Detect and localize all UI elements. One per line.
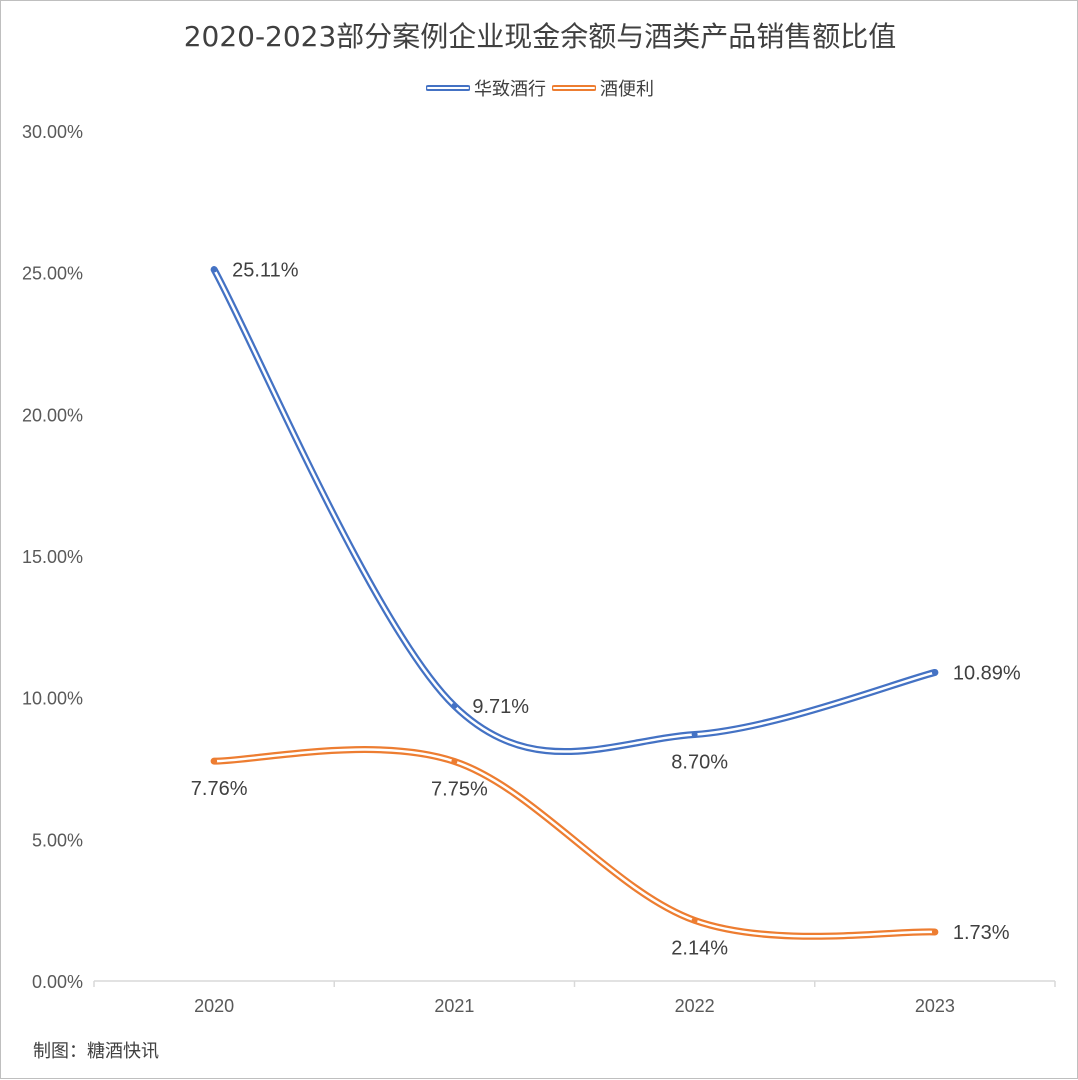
legend-label-jiubianli: 酒便利 bbox=[600, 79, 654, 100]
x-tick-label: 2020 bbox=[194, 996, 234, 1016]
y-tick-label: 0.00% bbox=[32, 972, 83, 992]
legend-item-jiubianli: 酒便利 bbox=[552, 75, 654, 101]
legend-swatch-huazhi bbox=[426, 85, 470, 91]
data-point bbox=[211, 758, 218, 765]
x-tick-label: 2021 bbox=[434, 996, 474, 1016]
chart-title: 2020-2023部分案例企业现金余额与酒类产品销售额比值 bbox=[183, 20, 897, 53]
y-tick-label: 30.00% bbox=[22, 122, 83, 142]
series-line-outer bbox=[210, 266, 939, 756]
series-0 bbox=[210, 266, 939, 756]
y-tick-label: 25.00% bbox=[22, 264, 83, 284]
data-point bbox=[691, 731, 698, 738]
data-label: 7.75% bbox=[431, 778, 488, 800]
data-point bbox=[931, 669, 938, 676]
data-point bbox=[211, 266, 218, 273]
series-1 bbox=[210, 746, 939, 940]
data-label: 25.11% bbox=[232, 260, 299, 282]
series-lines bbox=[210, 266, 939, 940]
chart-legend: 华致酒行 酒便利 bbox=[1, 75, 1078, 101]
data-point bbox=[451, 758, 458, 765]
data-point bbox=[451, 702, 458, 709]
data-point bbox=[931, 928, 938, 935]
x-tick-label: 2022 bbox=[675, 996, 715, 1016]
data-label: 9.71% bbox=[472, 696, 529, 718]
x-tick-label: 2023 bbox=[915, 996, 955, 1016]
data-label: 8.70% bbox=[671, 752, 728, 774]
y-tick-label: 20.00% bbox=[22, 405, 83, 425]
data-label: 10.89% bbox=[953, 662, 1021, 684]
data-label: 2.14% bbox=[671, 937, 728, 959]
legend-label-huazhi: 华致酒行 bbox=[474, 79, 546, 100]
axes: 2020 2021 2022 2023 0.00% 5.00% 10.00% 15.00% 20… bbox=[22, 122, 1056, 1016]
chart-credit: 制图：糖酒快讯 bbox=[33, 1041, 159, 1062]
y-tick-label: 10.00% bbox=[22, 689, 83, 709]
data-point bbox=[691, 917, 698, 924]
y-tick-label: 15.00% bbox=[22, 547, 83, 567]
series-line-inner bbox=[212, 748, 937, 938]
data-labels: 25.11% 9.71% 8.70% 10.89% 7.76% 7.75% 2.14% 1.7… bbox=[191, 260, 1021, 960]
legend-item-huazhi: 华致酒行 bbox=[426, 75, 546, 101]
y-tick-label: 5.00% bbox=[32, 830, 83, 850]
series-line-outer bbox=[210, 746, 939, 940]
data-label: 7.76% bbox=[191, 778, 248, 800]
data-label: 1.73% bbox=[953, 922, 1010, 944]
legend-swatch-jiubianli bbox=[552, 85, 596, 91]
series-line-inner bbox=[212, 268, 937, 753]
